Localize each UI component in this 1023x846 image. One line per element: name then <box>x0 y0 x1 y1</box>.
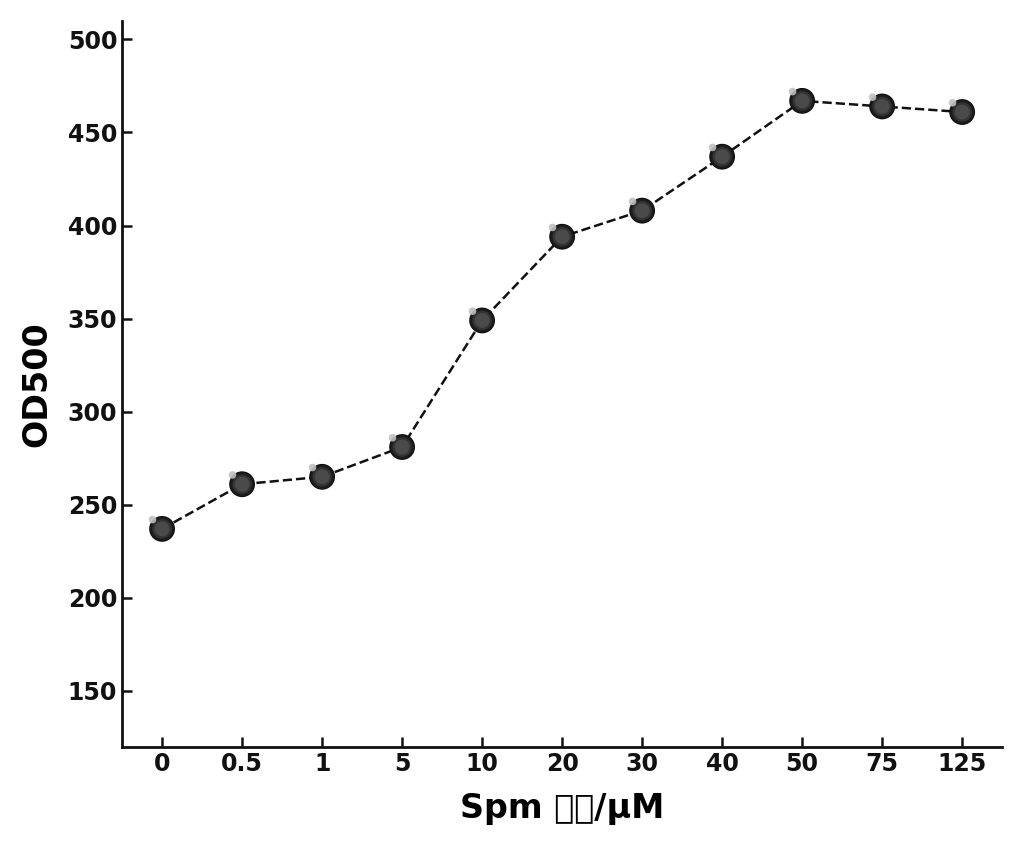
Point <box>794 94 810 107</box>
Point <box>314 470 330 484</box>
Point <box>153 522 170 536</box>
Point <box>314 470 330 484</box>
Point <box>954 105 971 118</box>
Point <box>634 204 651 217</box>
Point <box>394 440 410 453</box>
Point <box>714 150 730 163</box>
Point <box>234 477 251 491</box>
Point <box>553 230 570 244</box>
Point <box>634 204 651 217</box>
Point <box>474 314 490 327</box>
Point <box>234 477 251 491</box>
Point <box>394 440 410 453</box>
Point <box>474 314 490 327</box>
Point <box>474 314 490 327</box>
Point <box>144 513 161 526</box>
Point <box>553 230 570 244</box>
Point <box>153 522 170 536</box>
Point <box>714 150 730 163</box>
Point <box>153 522 170 536</box>
Point <box>224 468 240 481</box>
X-axis label: Spm 浓度/μM: Spm 浓度/μM <box>460 792 664 825</box>
Point <box>864 91 881 104</box>
Point <box>553 230 570 244</box>
Point <box>794 94 810 107</box>
Point <box>794 94 810 107</box>
Point <box>234 477 251 491</box>
Point <box>544 221 561 234</box>
Point <box>794 94 810 107</box>
Point <box>954 105 971 118</box>
Point <box>234 477 251 491</box>
Point <box>874 100 890 113</box>
Point <box>874 100 890 113</box>
Point <box>705 140 721 154</box>
Point <box>954 105 971 118</box>
Point <box>304 461 320 475</box>
Point <box>464 305 481 318</box>
Y-axis label: OD500: OD500 <box>20 321 54 447</box>
Point <box>714 150 730 163</box>
Point <box>394 440 410 453</box>
Point <box>874 100 890 113</box>
Point <box>153 522 170 536</box>
Point <box>714 150 730 163</box>
Point <box>634 204 651 217</box>
Point <box>634 204 651 217</box>
Point <box>385 431 401 444</box>
Point <box>785 85 801 98</box>
Point <box>624 195 640 208</box>
Point <box>314 470 330 484</box>
Point <box>394 440 410 453</box>
Point <box>314 470 330 484</box>
Point <box>553 230 570 244</box>
Point <box>474 314 490 327</box>
Point <box>954 105 971 118</box>
Point <box>874 100 890 113</box>
Point <box>944 96 961 109</box>
